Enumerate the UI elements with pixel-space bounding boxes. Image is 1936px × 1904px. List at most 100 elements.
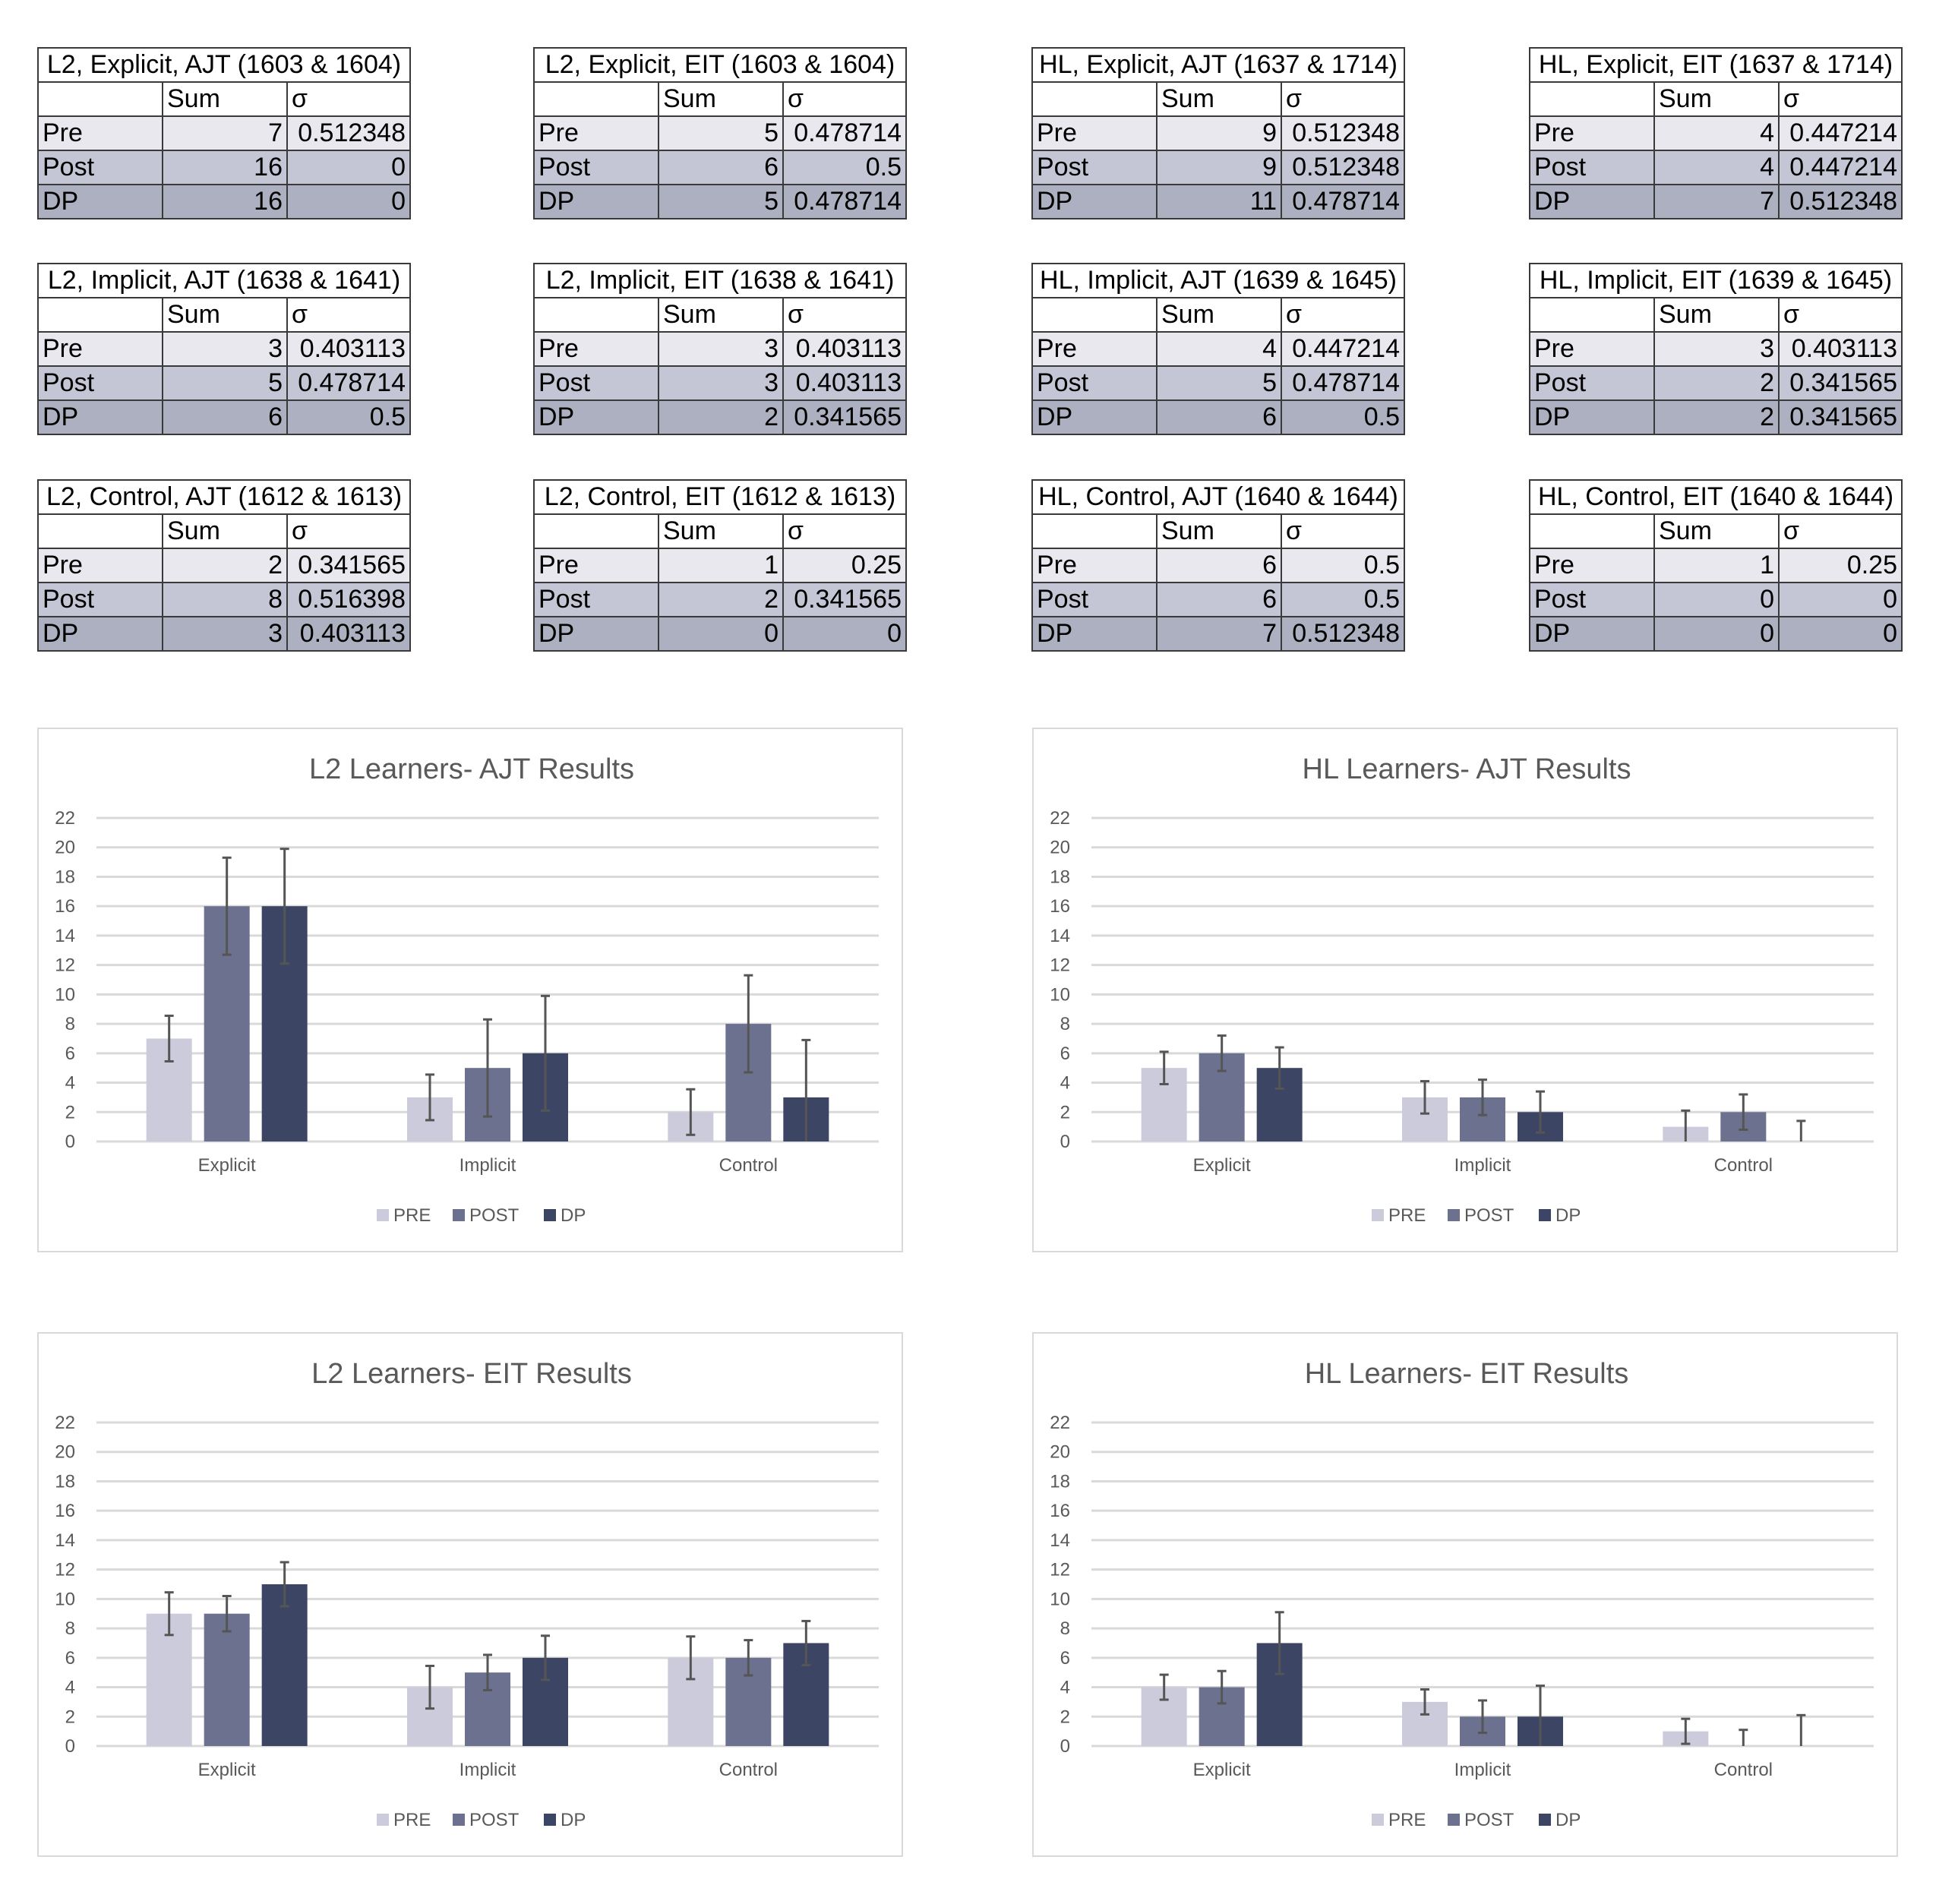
table-row: DP 0 0 [533, 616, 907, 652]
table-row: DP 2 0.341565 [533, 399, 907, 435]
stats-table: HL, Control, AJT (1640 & 1644) Sum σ Pre 6 0.… [1031, 479, 1405, 652]
table-title: HL, Control, EIT (1640 & 1644) [1529, 479, 1903, 515]
legend-swatch-pre [1372, 1209, 1384, 1221]
row-label: Post [533, 365, 659, 401]
bar-dp [261, 1584, 308, 1746]
sum-cell: 16 [162, 150, 288, 185]
column-header: Sum [1156, 81, 1282, 117]
sigma-cell: 0.5 [1281, 582, 1405, 617]
sigma-cell: 0 [1778, 616, 1903, 652]
y-tick-label: 22 [1050, 808, 1070, 829]
y-tick-label: 0 [65, 1132, 75, 1152]
error-bar [541, 994, 550, 1112]
legend-label: POST [1464, 1205, 1514, 1226]
sum-cell: 2 [162, 548, 288, 583]
sum-cell: 3 [162, 616, 288, 652]
table-row: Post 9 0.512348 [1031, 150, 1405, 185]
sum-cell: 3 [162, 331, 288, 367]
column-header [37, 81, 163, 117]
sigma-cell: 0.447214 [1778, 115, 1903, 151]
sigma-cell: 0.512348 [1281, 115, 1405, 151]
error-bar [686, 1635, 696, 1681]
row-label: Pre [37, 331, 163, 367]
sum-cell: 6 [658, 150, 784, 185]
sum-cell: 9 [1156, 115, 1282, 151]
error-bar [483, 1018, 492, 1118]
table-row: DP 11 0.478714 [1031, 184, 1405, 219]
y-tick-label: 6 [1060, 1648, 1070, 1669]
table-row: Post 4 0.447214 [1529, 150, 1903, 185]
legend-swatch-dp [1539, 1209, 1551, 1221]
sum-cell: 7 [162, 115, 288, 151]
table-row: Post 2 0.341565 [533, 582, 907, 617]
sum-cell: 5 [658, 184, 784, 219]
sigma-cell: 0.25 [1778, 548, 1903, 583]
bar-chart: L2 Learners- AJT Results 0 2 4 6 8 10 12 14 16 18 2… [37, 728, 903, 1252]
row-label: Post [1529, 150, 1655, 185]
sigma-cell: 0.478714 [286, 365, 411, 401]
sum-cell: 4 [1653, 115, 1780, 151]
bar-chart: HL Learners- AJT Results 0 2 4 6 8 10 12 14 16 18 2… [1032, 728, 1898, 1252]
column-header: σ [782, 513, 907, 549]
sum-cell: 5 [162, 365, 288, 401]
error-bar [164, 1591, 174, 1637]
sum-cell: 4 [1653, 150, 1780, 185]
stats-table: HL, Implicit, EIT (1639 & 1645) Sum σ Pre 3 0… [1529, 263, 1903, 435]
legend-swatch-post [1448, 1209, 1460, 1221]
table-header-row: Sum σ [1529, 513, 1903, 549]
sigma-cell: 0.516398 [286, 582, 411, 617]
column-header: σ [1281, 513, 1405, 549]
y-tick-label: 2 [65, 1102, 75, 1123]
table-title: L2, Explicit, EIT (1603 & 1604) [533, 47, 907, 83]
y-tick-label: 10 [55, 1589, 75, 1609]
row-label: Pre [1529, 548, 1655, 583]
table-row: Pre 2 0.341565 [37, 548, 411, 583]
sum-cell: 0 [1653, 616, 1780, 652]
table-row: DP 5 0.478714 [533, 184, 907, 219]
column-header: Sum [1156, 297, 1282, 333]
legend-swatch-dp [544, 1814, 556, 1826]
table-header-row: Sum σ [533, 513, 907, 549]
row-label: Pre [1529, 115, 1655, 151]
sigma-cell: 0.512348 [286, 115, 411, 151]
sigma-cell: 0.478714 [782, 115, 907, 151]
legend-label: DP [561, 1205, 586, 1226]
sigma-cell: 0.512348 [1281, 616, 1405, 652]
table-row: Post 6 0.5 [533, 150, 907, 185]
bar-post [204, 1613, 250, 1746]
sigma-cell: 0.5 [1281, 548, 1405, 583]
row-label: Pre [533, 548, 659, 583]
sigma-cell: 0.341565 [286, 548, 411, 583]
error-bar [1217, 1669, 1227, 1705]
legend-swatch-pre [377, 1814, 389, 1826]
error-bar [1217, 1034, 1227, 1072]
sigma-cell: 0.341565 [782, 399, 907, 435]
table-title: L2, Control, AJT (1612 & 1613) [37, 479, 411, 515]
error-bar [222, 1594, 232, 1633]
sigma-cell: 0.478714 [782, 184, 907, 219]
column-header: Sum [658, 513, 784, 549]
y-tick-label: 18 [1050, 1471, 1070, 1492]
error-bar [1536, 1685, 1545, 1746]
y-tick-label: 0 [65, 1736, 75, 1757]
y-tick-label: 6 [1060, 1044, 1070, 1064]
table-row: Pre 4 0.447214 [1529, 115, 1903, 151]
row-label: DP [533, 616, 659, 652]
y-tick-label: 8 [1060, 1618, 1070, 1639]
x-category-label: Implicit [460, 1155, 516, 1176]
table-header-row: Sum σ [1031, 81, 1405, 117]
row-label: Post [37, 365, 163, 401]
row-label: DP [1529, 616, 1655, 652]
error-bar [1159, 1673, 1169, 1701]
column-header: Sum [658, 297, 784, 333]
legend-swatch-dp [1539, 1814, 1551, 1826]
sum-cell: 2 [1653, 399, 1780, 435]
error-bar [483, 1653, 492, 1691]
table-row: DP 7 0.512348 [1031, 616, 1405, 652]
sum-cell: 6 [1156, 399, 1282, 435]
legend-swatch-dp [544, 1209, 556, 1221]
sigma-cell: 0.403113 [782, 331, 907, 367]
sum-cell: 1 [1653, 548, 1780, 583]
y-tick-label: 14 [1050, 1530, 1070, 1551]
y-tick-label: 20 [55, 838, 75, 858]
